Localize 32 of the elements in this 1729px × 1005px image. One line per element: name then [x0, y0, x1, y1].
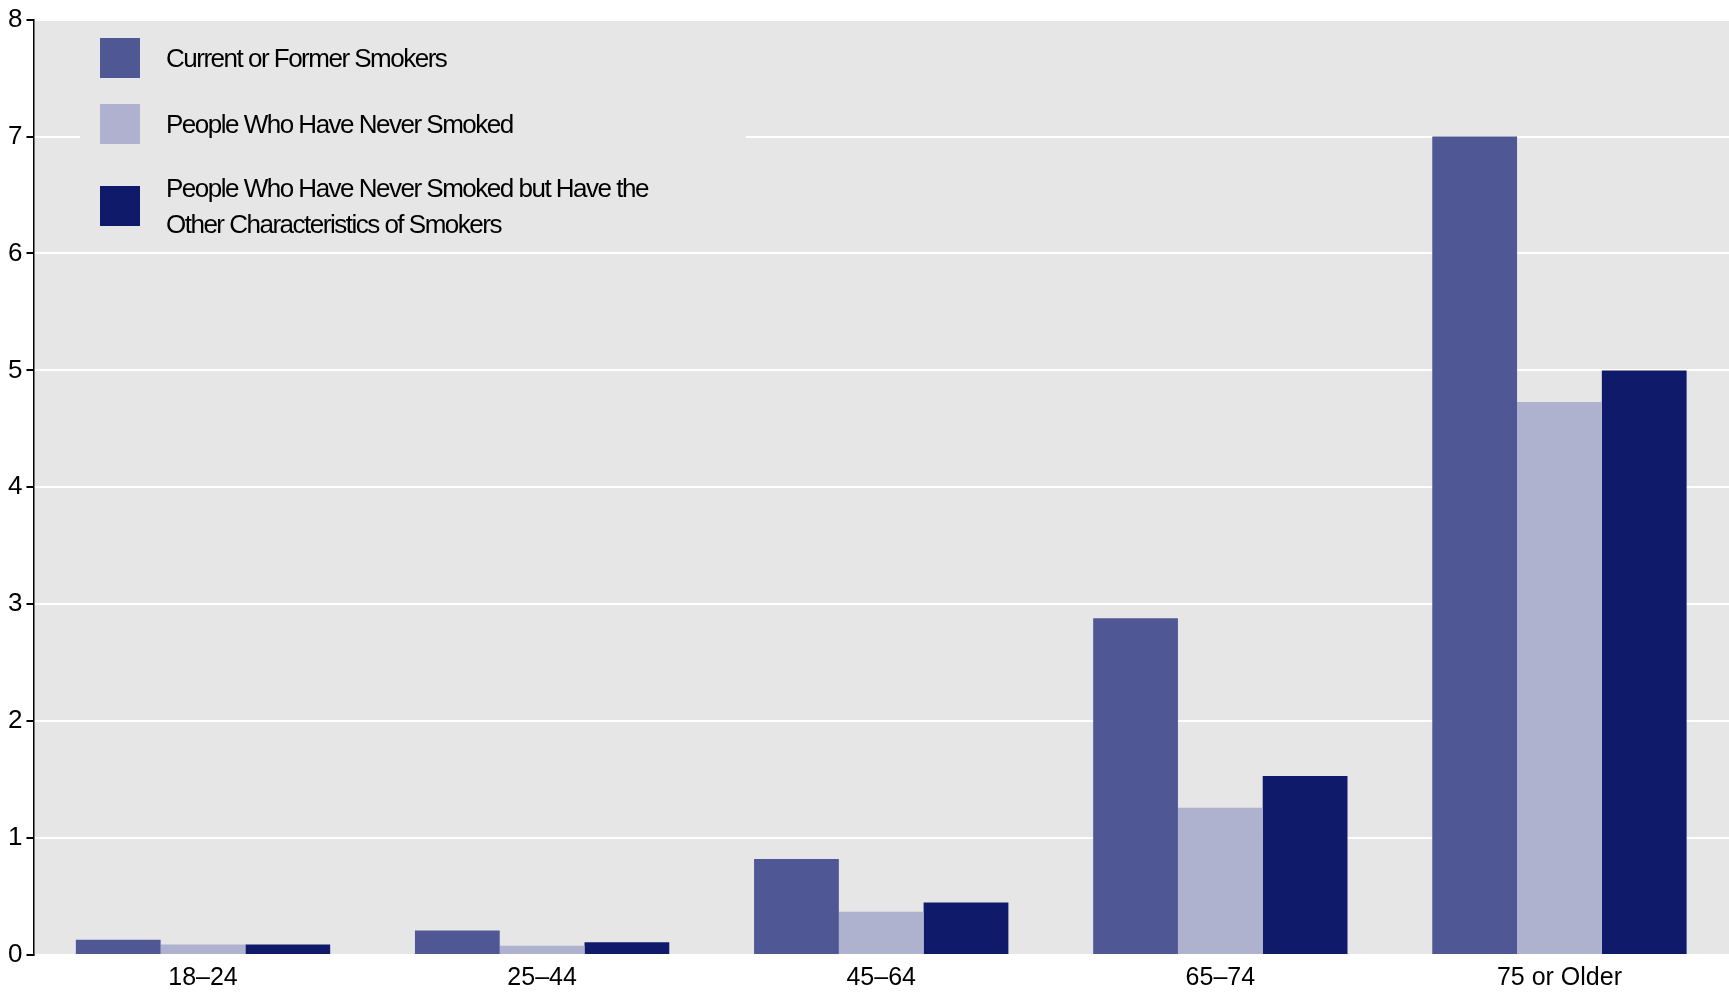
- y-tick-label: 7: [7, 119, 23, 150]
- y-tick-label: 8: [7, 2, 23, 33]
- y-tick-label: 0: [7, 938, 23, 969]
- x-tick-label: 65–74: [1185, 961, 1256, 990]
- y-tick-label: 6: [7, 236, 23, 267]
- legend-label: People Who Have Never Smoked but Have the Other Characteristics of Smokers: [166, 172, 650, 241]
- bar: [838, 911, 924, 954]
- y-tick-label: 1: [7, 821, 23, 852]
- legend-label: People Who Have Never Smoked: [166, 108, 513, 141]
- bar: [923, 902, 1009, 954]
- bar: [245, 944, 331, 954]
- bar: [499, 945, 585, 954]
- bar: [1262, 776, 1348, 954]
- bar: [1601, 370, 1687, 954]
- bar: [414, 930, 500, 954]
- x-tick-label: 18–24: [168, 961, 238, 990]
- x-tick-label: 45–64: [846, 961, 917, 990]
- bar: [1177, 807, 1263, 954]
- bar: [75, 939, 161, 954]
- y-tick-label: 5: [7, 353, 23, 384]
- bar: [754, 859, 839, 954]
- bar: [1093, 618, 1178, 954]
- y-tick-label: 2: [7, 704, 23, 735]
- bar: [1517, 401, 1602, 954]
- y-tick-label: 3: [7, 587, 23, 618]
- legend-label: Current or Former Smokers: [166, 42, 447, 75]
- x-tick-label: 25–44: [507, 961, 577, 990]
- y-tick-label: 4: [7, 470, 23, 501]
- bar: [1432, 136, 1518, 954]
- x-tick-label: 75 or Older: [1496, 961, 1622, 990]
- bar: [160, 944, 246, 954]
- bar: [584, 942, 670, 954]
